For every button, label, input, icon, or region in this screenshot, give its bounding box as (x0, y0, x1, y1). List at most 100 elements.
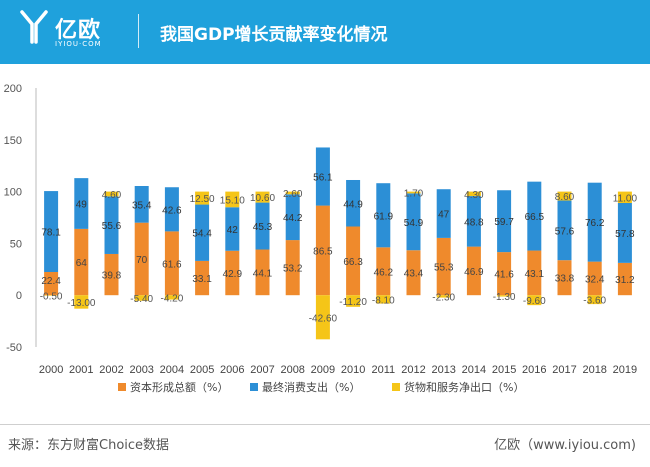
bar-capital (225, 250, 240, 296)
data-label-net-exports: -4.20 (161, 293, 184, 304)
bar-net-exports (285, 191, 300, 195)
data-label-consumption: 35.4 (132, 200, 152, 211)
data-label-capital: 41.6 (494, 270, 514, 281)
bar-net-exports (164, 295, 179, 300)
bar-net-exports (134, 295, 149, 301)
data-label-capital: 33.1 (192, 274, 212, 285)
page-title: 我国GDP增长贡献率变化情况 (160, 25, 388, 45)
bar-capital (104, 253, 119, 296)
data-label-capital: 44.1 (253, 268, 273, 279)
data-label-capital: 46.2 (374, 267, 394, 278)
data-label-consumption: 48.8 (464, 217, 484, 228)
bar-capital (436, 237, 451, 296)
data-label-net-exports: -8.10 (372, 295, 395, 306)
bar-net-exports (195, 191, 210, 205)
data-label-net-exports: 12.50 (190, 194, 215, 205)
data-label-capital: 66.3 (343, 257, 363, 268)
data-label-consumption: 76.2 (585, 218, 605, 229)
bar-consumption (44, 191, 59, 272)
data-label-net-exports: -13.00 (67, 298, 96, 309)
logo-subtext: IYIOU·COM (55, 40, 102, 48)
data-label-consumption: 42 (227, 225, 239, 236)
x-tick-label: 2011 (371, 364, 395, 376)
bar-net-exports (466, 191, 481, 197)
data-label-capital: 43.4 (404, 269, 424, 280)
data-label-capital: 64 (76, 258, 88, 269)
data-label-capital: 70 (136, 255, 148, 266)
data-label-capital: 55.3 (434, 263, 454, 274)
x-tick-label: 2014 (462, 364, 486, 376)
data-label-consumption: 61.9 (374, 211, 394, 222)
bar-capital (315, 205, 330, 296)
data-label-consumption: 57.8 (615, 229, 635, 240)
x-tick-label: 2019 (613, 364, 637, 376)
bar-consumption (346, 179, 361, 227)
gdp-contribution-chart: 200 150 100 50 0 -50 22.4 78.1 -0.50 2000 64 49 -13.… (4, 83, 638, 394)
data-label-capital: 53.2 (283, 264, 303, 275)
x-tick-label: 2000 (39, 364, 63, 376)
data-label-consumption: 42.6 (162, 205, 182, 216)
bar-consumption (285, 194, 300, 241)
data-label-consumption: 55.6 (102, 221, 122, 232)
x-tick-label: 2009 (311, 364, 335, 376)
bar-capital (527, 250, 542, 296)
bar-consumption (376, 183, 391, 248)
x-tick-label: 2001 (69, 364, 93, 376)
bar-consumption (315, 147, 330, 206)
data-label-capital: 42.9 (223, 269, 243, 280)
data-label-net-exports: 1.70 (404, 188, 424, 199)
header-bar: 亿欧 IYIOU·COM 我国GDP增长贡献率变化情况 (0, 0, 650, 64)
bar-net-exports (406, 191, 421, 194)
y-tick-label: 0 (16, 290, 22, 302)
data-label-capital: 46.9 (464, 267, 484, 278)
data-label-net-exports: -42.60 (309, 313, 338, 324)
data-label-consumption: 78.1 (41, 228, 61, 239)
data-label-consumption: 49 (76, 200, 88, 211)
data-label-net-exports: -9.60 (523, 296, 546, 307)
x-tick-label: 2013 (431, 364, 455, 376)
bar-consumption (134, 186, 149, 223)
data-label-net-exports: 4.60 (102, 190, 122, 201)
source-note: 来源：东方财富Choice数据 (8, 438, 170, 453)
bar-net-exports (255, 191, 270, 203)
data-label-net-exports: 15.10 (220, 195, 245, 206)
bar-capital (74, 228, 89, 296)
x-tick-label: 2016 (522, 364, 546, 376)
bar-consumption (104, 196, 119, 254)
data-label-capital: 86.5 (313, 246, 333, 257)
data-label-net-exports: 4.30 (464, 190, 484, 201)
data-label-net-exports: -0.50 (40, 291, 63, 302)
bar-capital (497, 252, 512, 296)
data-label-consumption: 56.1 (313, 173, 333, 184)
x-tick-label: 2006 (220, 364, 244, 376)
bar-capital (255, 249, 270, 296)
data-label-capital: 22.4 (41, 276, 61, 287)
data-label-net-exports: -1.30 (493, 292, 516, 303)
bar-capital (285, 240, 300, 296)
bar-consumption (497, 190, 512, 253)
data-label-net-exports: 2.60 (283, 189, 303, 200)
legend-label: 最终消费支出（%） (262, 380, 360, 394)
data-label-consumption: 44.9 (343, 199, 363, 210)
brand-note: 亿欧（www.iyiou.com) (494, 438, 636, 453)
bar-net-exports (74, 295, 89, 309)
header-divider (138, 14, 139, 48)
bar-consumption (557, 200, 572, 261)
bar-capital (195, 260, 210, 296)
data-label-capital: 43.1 (525, 269, 545, 280)
legend-label: 资本形成总额（%） (130, 380, 228, 394)
x-tick-label: 2003 (129, 364, 153, 376)
legend-swatch (118, 383, 126, 391)
bar-net-exports (587, 295, 602, 305)
bar-capital (346, 226, 361, 296)
bar-consumption (466, 196, 481, 247)
data-label-net-exports: -3.60 (583, 296, 606, 307)
y-tick-label: 150 (4, 135, 22, 147)
data-label-consumption: 45.3 (253, 222, 273, 233)
data-label-consumption: 47 (438, 210, 450, 221)
legend-label: 货物和服务净出口（%） (404, 380, 524, 394)
y-tick-label: -50 (6, 342, 22, 354)
x-tick-label: 2018 (582, 364, 606, 376)
bar-capital (587, 261, 602, 296)
bar-net-exports (617, 191, 632, 203)
